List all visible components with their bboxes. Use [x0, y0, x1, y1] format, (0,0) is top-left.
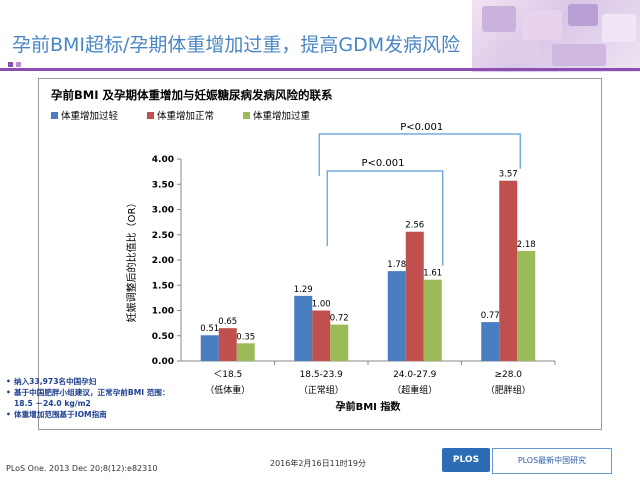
bar	[517, 250, 536, 361]
data-label: 0.72	[330, 314, 349, 324]
note-item: 基于中国肥胖小组建议，正常孕前BMI 范围：18.5 －24.0 kg/m2	[6, 387, 176, 409]
data-label: 1.61	[423, 269, 442, 279]
data-label: 1.78	[387, 260, 406, 270]
x-category-label: （低体重）	[205, 384, 250, 396]
plos-logo: PLOS	[442, 448, 490, 472]
x-tick-label: 18.5-23.9	[300, 370, 344, 380]
citation: PLoS One. 2013 Dec 20;8(12):e82310	[6, 464, 158, 473]
y-tick-label: 2.50	[152, 231, 174, 241]
legend-swatch	[51, 112, 58, 119]
note-item: 体重增加范围基于IOM指南	[6, 409, 176, 420]
y-tick-label: 2.00	[152, 256, 174, 266]
bar	[423, 279, 442, 361]
header-photo-strip	[472, 0, 640, 72]
data-label: 0.35	[236, 332, 255, 342]
x-tick-label: ≥28.0	[494, 370, 522, 380]
data-label: 2.56	[405, 221, 424, 231]
x-axis-label: 孕前BMI 指数	[336, 400, 402, 413]
bar	[387, 271, 406, 361]
significance-label: P<0.001	[400, 122, 443, 133]
bar	[481, 322, 500, 361]
x-tick-label: ＜18.5	[213, 370, 242, 380]
chart-title: 孕前BMI 及孕期体重增加与妊娠糖尿病发病风险的联系	[51, 88, 333, 102]
bar	[499, 180, 518, 361]
legend-swatch	[147, 112, 154, 119]
y-tick-label: 3.50	[152, 180, 174, 190]
y-tick-label: 1.00	[152, 307, 174, 317]
note-item: 纳入33,973名中国孕妇	[6, 376, 176, 387]
y-axis-label: 妊娠调整后的比值比（OR）	[125, 198, 138, 323]
bar	[236, 343, 255, 361]
brand-label: PLOS最新中国研究	[492, 448, 612, 474]
legend-label: 体重增加过重	[253, 110, 311, 122]
x-category-label: （肥胖组）	[486, 384, 531, 396]
data-label: 2.18	[517, 240, 536, 250]
x-tick-label: 24.0-27.9	[393, 370, 437, 380]
legend-swatch	[243, 112, 250, 119]
significance-bracket	[326, 170, 444, 266]
bar	[218, 328, 237, 361]
bar	[405, 231, 424, 361]
data-label: 0.65	[218, 317, 237, 327]
data-label: 0.51	[200, 324, 219, 334]
y-tick-label: 3.00	[152, 206, 174, 216]
bar	[294, 295, 313, 361]
y-tick-label: 0.00	[152, 357, 174, 367]
y-tick-label: 1.50	[152, 281, 174, 291]
y-tick-label: 0.50	[152, 332, 174, 342]
slide-title: 孕前BMI超标/孕期体重增加过重，提高GDM发病风险	[12, 34, 461, 56]
data-label: 1.00	[312, 300, 331, 310]
significance-label: P<0.001	[361, 158, 404, 169]
data-label: 0.77	[481, 311, 500, 321]
data-label: 1.29	[294, 285, 313, 295]
chart-panel: 孕前BMI 及孕期体重增加与妊娠糖尿病发病风险的联系体重增加过轻 体重增加正常 体重…	[38, 78, 602, 430]
legend-label: 体重增加过轻	[61, 110, 119, 122]
slide-date: 2016年2月16日11时19分	[270, 459, 366, 468]
bar	[330, 324, 349, 361]
study-notes: 纳入33,973名中国孕妇 基于中国肥胖小组建议，正常孕前BMI 范围：18.5…	[6, 376, 176, 420]
bar	[200, 335, 219, 361]
x-category-label: （正常组）	[299, 384, 344, 396]
y-tick-label: 4.00	[152, 155, 174, 165]
decorative-squares	[8, 62, 21, 67]
legend-label: 体重增加正常	[157, 110, 214, 122]
header-divider	[0, 68, 640, 71]
data-label: 3.57	[499, 170, 518, 180]
significance-bracket	[318, 133, 521, 176]
bar	[312, 310, 331, 361]
x-category-label: （超重组）	[392, 384, 437, 396]
